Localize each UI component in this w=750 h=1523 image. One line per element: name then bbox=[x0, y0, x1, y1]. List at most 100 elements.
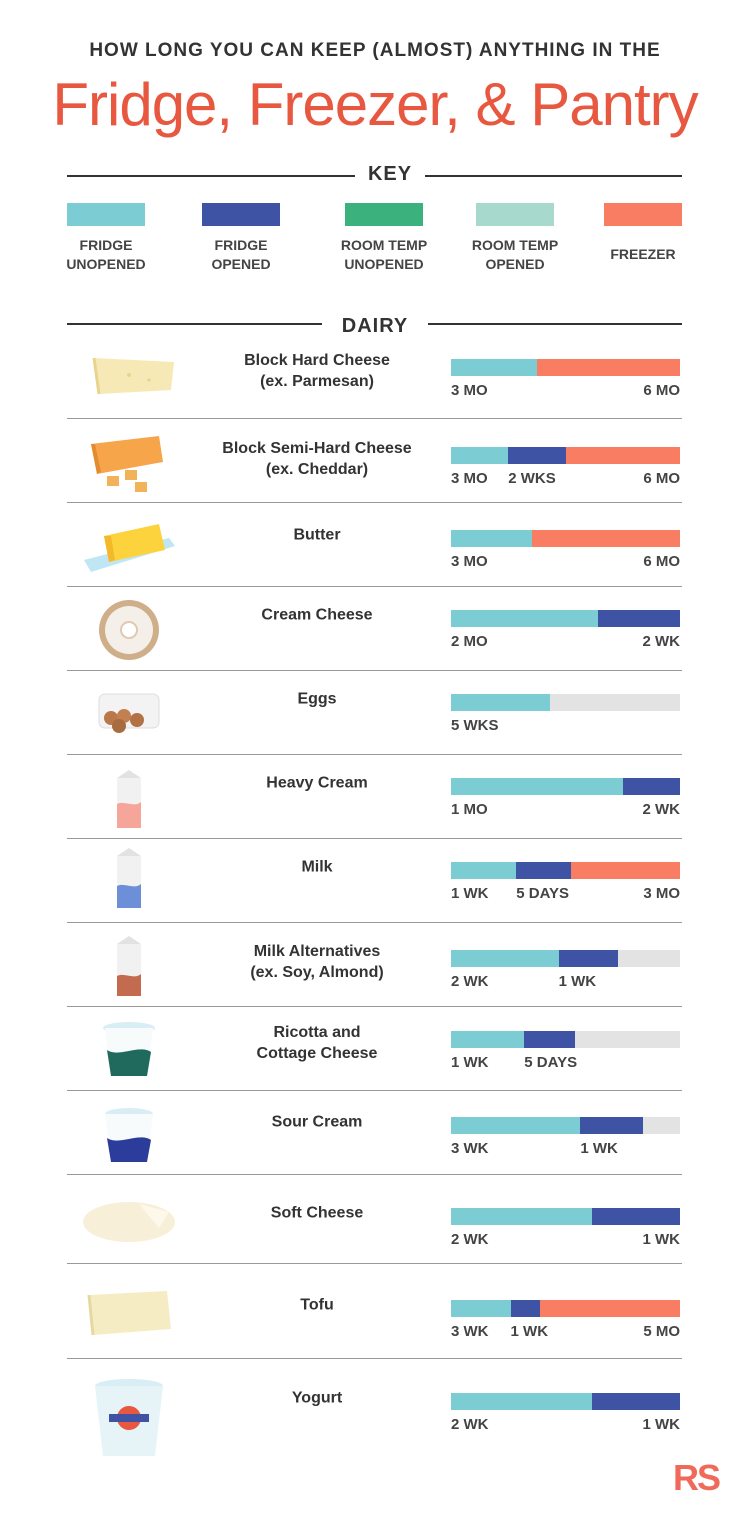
chart-row: Milk Alternatives (ex. Soy, Almond) 2 WK 1 … bbox=[67, 922, 682, 1006]
food-name-line1: Block Semi-Hard Cheese bbox=[222, 440, 412, 457]
food-name-line1: Cream Cheese bbox=[261, 606, 373, 624]
key-divider-left bbox=[67, 175, 355, 177]
chart-row: Tofu 3 WK 1 WK 5 MO bbox=[67, 1263, 682, 1358]
food-name: Eggs bbox=[197, 689, 437, 710]
key-label-line1: FRIDGE bbox=[214, 237, 268, 253]
bar-label: 1 WK bbox=[642, 1416, 681, 1433]
row-divider bbox=[67, 1263, 682, 1264]
bar-label: 2 WK bbox=[451, 973, 489, 990]
bar-segment-fridge-opened bbox=[508, 447, 566, 464]
food-name-line1: Butter bbox=[293, 526, 341, 544]
bar-segment-fridge-opened bbox=[558, 950, 618, 967]
milk-alternative-carton-icon bbox=[79, 934, 179, 1003]
bar-label: 5 MO bbox=[643, 1323, 680, 1340]
bar-label: 2 WK bbox=[642, 633, 681, 650]
bar-label: 2 WK bbox=[451, 1231, 489, 1248]
chart-row: Block Semi-Hard Cheese (ex. Cheddar) 3 MO 2… bbox=[67, 418, 682, 502]
key-label-line2: UNOPENED bbox=[344, 256, 424, 272]
bar-label: 3 WK bbox=[451, 1323, 489, 1340]
bar-label: 1 WK bbox=[558, 973, 597, 990]
row-divider bbox=[67, 754, 682, 755]
key-label-line1: FRIDGE bbox=[79, 237, 133, 253]
cream-cheese-icon bbox=[79, 598, 179, 667]
bar-segment-fridge-unopened bbox=[451, 530, 533, 547]
key-label-line1: FREEZER bbox=[610, 246, 676, 262]
duration-bar bbox=[451, 778, 680, 795]
chart-row: Yogurt 2 WK 1 WK bbox=[67, 1358, 682, 1473]
bar-label: 6 MO bbox=[643, 553, 680, 570]
header-subtitle: HOW LONG YOU CAN KEEP (ALMOST) ANYTHING … bbox=[89, 40, 661, 61]
food-name-line1: Ricotta and bbox=[273, 1024, 361, 1041]
key-label-line2: OPENED bbox=[485, 256, 545, 272]
chart-row: Eggs 5 WKS bbox=[67, 670, 682, 754]
butter-icon bbox=[79, 516, 179, 583]
duration-bar bbox=[451, 1300, 680, 1317]
bar-segment-fridge-unopened bbox=[451, 1117, 581, 1134]
food-name: Yogurt bbox=[197, 1388, 437, 1409]
duration-bar bbox=[451, 694, 680, 711]
cheddar-icon bbox=[79, 432, 179, 499]
key-title: KEY bbox=[367, 163, 413, 185]
duration-bar bbox=[451, 1117, 680, 1134]
bar-segment-fridge-opened bbox=[591, 1393, 680, 1410]
food-name: Sour Cream bbox=[197, 1112, 437, 1133]
bar-label: 6 MO bbox=[643, 470, 680, 487]
food-name-line1: Milk Alternatives bbox=[253, 943, 381, 960]
bar-segment-fridge-unopened bbox=[451, 1031, 525, 1048]
dairy-section-title: DAIRY bbox=[341, 315, 409, 337]
row-divider bbox=[67, 1090, 682, 1091]
food-name-line1: Yogurt bbox=[291, 1389, 343, 1407]
bar-segment-freezer bbox=[540, 1300, 680, 1317]
bar-segment-fridge-opened bbox=[516, 862, 572, 879]
bar-segment-fridge-unopened bbox=[451, 862, 517, 879]
chart-row: Heavy Cream 1 MO 2 WK bbox=[67, 754, 682, 838]
duration-bar bbox=[451, 359, 680, 376]
bar-label: 2 WKS bbox=[508, 470, 556, 487]
milk-carton-icon bbox=[79, 846, 179, 915]
bar-segment-fridge-unopened bbox=[451, 694, 550, 711]
page-title: Fridge, Freezer, & Pantry bbox=[52, 71, 698, 138]
bar-label: 5 WKS bbox=[451, 717, 499, 734]
key-swatch-3 bbox=[476, 203, 554, 226]
key-label-line2: OPENED bbox=[211, 256, 271, 272]
bar-label: 5 DAYS bbox=[524, 1054, 578, 1071]
sour-cream-tub-icon bbox=[79, 1106, 179, 1173]
parmesan-icon bbox=[79, 350, 179, 405]
rs-logo: RS bbox=[673, 1457, 721, 1498]
bar-label: 2 WK bbox=[451, 1416, 489, 1433]
food-name: Cream Cheese bbox=[197, 605, 437, 626]
bar-segment-freezer bbox=[571, 862, 680, 879]
food-name: Soft Cheese bbox=[197, 1203, 437, 1224]
food-name-line1: Sour Cream bbox=[271, 1113, 363, 1131]
bar-label: 3 MO bbox=[643, 885, 680, 902]
food-name-line1: Heavy Cream bbox=[266, 774, 368, 792]
ricotta-tub-icon bbox=[79, 1020, 179, 1087]
bar-segment-fridge-unopened bbox=[451, 1393, 593, 1410]
bar-label: 3 MO bbox=[451, 553, 488, 570]
food-name: Ricotta and Cottage Cheese bbox=[197, 1022, 437, 1064]
key-label-line1: ROOM TEMP bbox=[340, 237, 428, 253]
bar-segment-fridge-opened bbox=[591, 1208, 680, 1225]
bar-label: 2 WK bbox=[642, 801, 681, 818]
bar-segment-fridge-unopened bbox=[451, 359, 538, 376]
bar-label: 3 MO bbox=[451, 470, 488, 487]
bar-segment-fridge-opened bbox=[524, 1031, 576, 1048]
food-name: Milk bbox=[197, 857, 437, 878]
bar-segment-fridge-unopened bbox=[451, 950, 560, 967]
chart-row: Butter 3 MO 6 MO bbox=[67, 502, 682, 586]
food-name-line1: Eggs bbox=[297, 690, 337, 708]
food-name-line2: (ex. Parmesan) bbox=[260, 373, 374, 390]
chart-row: Soft Cheese 2 WK 1 WK bbox=[67, 1174, 682, 1263]
bar-label: 2 MO bbox=[451, 633, 488, 650]
bar-label: 1 MO bbox=[451, 801, 488, 818]
bar-label: 3 MO bbox=[451, 382, 488, 399]
food-name-line2: Cottage Cheese bbox=[256, 1045, 378, 1062]
duration-bar bbox=[451, 950, 680, 967]
duration-bar bbox=[451, 610, 680, 627]
bar-segment-fridge-opened bbox=[510, 1300, 541, 1317]
yogurt-tub-icon bbox=[79, 1378, 179, 1465]
food-name-line1: Milk bbox=[301, 858, 333, 876]
dairy-divider-right bbox=[428, 323, 682, 325]
key-label-1: FRIDGE OPENED bbox=[171, 236, 311, 274]
dairy-divider-left bbox=[67, 323, 322, 325]
